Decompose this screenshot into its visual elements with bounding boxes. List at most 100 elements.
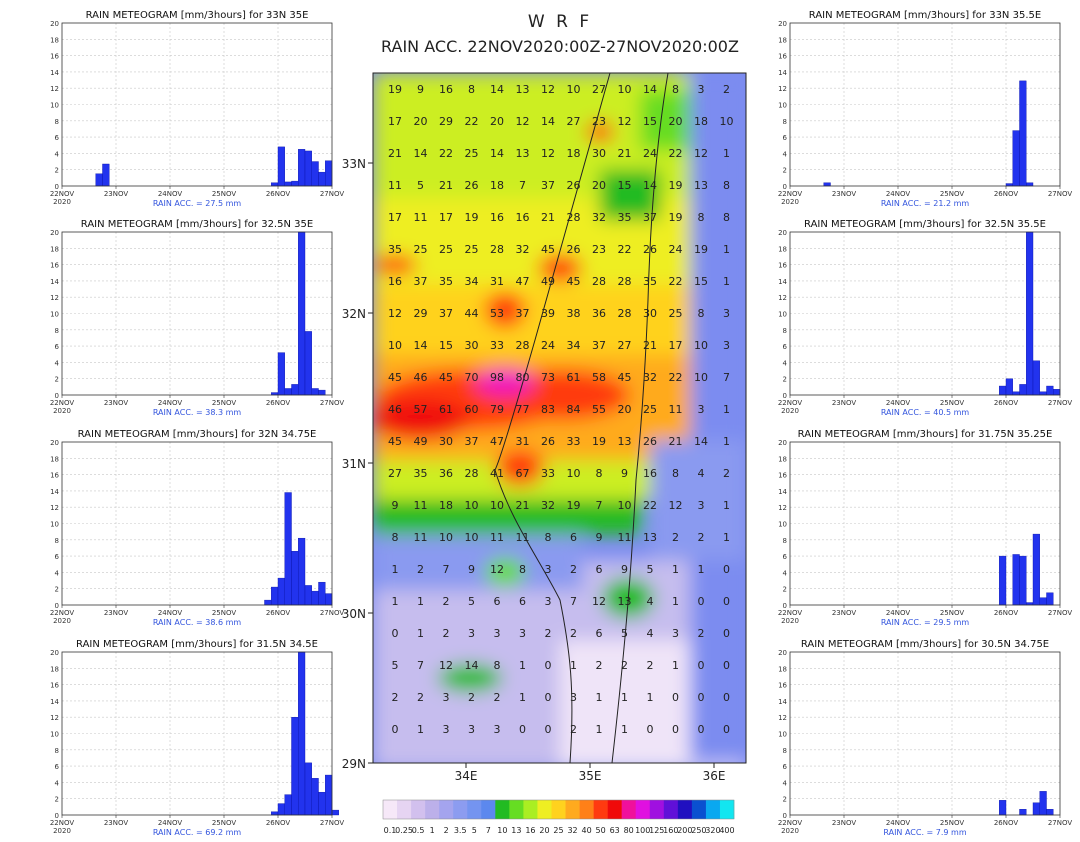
map-grid-value: 13 (618, 435, 632, 448)
map-grid-value: 5 (621, 627, 628, 640)
panel-xtick-label: 25NOV (212, 190, 237, 198)
panel-ytick-label: 14 (778, 698, 787, 706)
panel-xtick-label: 23NOV (832, 399, 857, 407)
map-grid-value: 3 (494, 627, 501, 640)
panel-ytick-label: 18 (778, 245, 787, 253)
coastline (494, 73, 611, 763)
map-grid-value: 10 (694, 339, 708, 352)
map-grid-value: 12 (439, 659, 453, 672)
panel-xtick-label: 24NOV (158, 609, 183, 617)
map-grid-value: 67 (516, 467, 530, 480)
map-grid-value: 1 (519, 691, 526, 704)
map-grid-value: 1 (570, 659, 577, 672)
rain-bar (1019, 384, 1027, 396)
colorbar-swatch (705, 800, 721, 819)
map-grid-value: 3 (468, 627, 475, 640)
map-grid-value: 25 (439, 243, 453, 256)
colorbar-swatch (621, 800, 637, 819)
map-grid-value: 12 (694, 147, 708, 160)
meteogram-panel-p1: RAIN METEOGRAM [mm/3hours] for 33N 35E 0 2… (50, 10, 345, 208)
map-grid-value: 4 (647, 627, 654, 640)
map-grid-value: 28 (516, 339, 530, 352)
panel-ytick-label: 18 (50, 36, 59, 44)
map-grid-value: 6 (519, 595, 526, 608)
map-grid-value: 39 (541, 307, 555, 320)
map-grid-value: 1 (723, 499, 730, 512)
panel-ytick-label: 0 (55, 392, 59, 400)
map-grid-value: 21 (516, 499, 530, 512)
panel-xtick-year: 2020 (781, 198, 799, 206)
colorbar-swatch (537, 800, 552, 819)
panel-title: RAIN METEOGRAM [mm/3hours] for 33N 35E (86, 10, 309, 21)
map-grid-value: 21 (618, 147, 632, 160)
map-grid-value: 32 (541, 499, 555, 512)
rain-bar (311, 388, 319, 396)
map-grid-value: 3 (698, 403, 705, 416)
rain-bar (311, 161, 319, 187)
panel-ytick-label: 0 (55, 812, 59, 820)
map-grid-value: 11 (414, 499, 428, 512)
panel-ytick-label: 14 (778, 278, 787, 286)
colorbar-label: 250 (691, 826, 706, 835)
map-grid-value: 11 (516, 531, 530, 544)
map-grid-value: 3 (723, 307, 730, 320)
panel-xtick-label: 22NOV (778, 399, 803, 407)
map-grid-value: 53 (490, 307, 504, 320)
colorbar-swatch (635, 800, 651, 819)
map-grid-value: 37 (516, 307, 530, 320)
map-grid-value: 19 (465, 211, 479, 224)
panel-ytick-label: 8 (783, 537, 787, 545)
map-grid-value: 8 (672, 467, 679, 480)
map-grid-value: 28 (490, 243, 504, 256)
panel-ytick-label: 10 (778, 311, 787, 319)
map-grid-value: 4 (647, 595, 654, 608)
panel-xtick-label: 26NOV (266, 819, 291, 827)
colorbar-swatch (383, 800, 398, 819)
rain-bar (271, 586, 279, 606)
rain-bar (1005, 378, 1013, 396)
colorbar-swatch (467, 800, 482, 819)
panel-xtick-label: 27NOV (320, 819, 345, 827)
map-grid-value: 14 (490, 83, 504, 96)
rain-bar (331, 809, 339, 816)
map-grid-value: 11 (618, 531, 632, 544)
panel-xtick-label: 25NOV (212, 609, 237, 617)
colorbar-label: 160 (663, 826, 678, 835)
map-grid-value: 0 (672, 691, 679, 704)
map-grid-value: 61 (567, 371, 581, 384)
map-grid-value: 21 (388, 147, 402, 160)
map-grid-value: 0 (698, 691, 705, 704)
map-grid-value: 8 (698, 307, 705, 320)
panel-ytick-label: 6 (783, 343, 788, 351)
panel-ytick-label: 0 (55, 183, 59, 191)
map-grid-value: 37 (592, 339, 606, 352)
panel-ytick-label: 12 (50, 714, 59, 722)
panel-rain-acc: RAIN ACC. = 27.5 mm (153, 199, 242, 208)
rain-bar (1032, 533, 1040, 606)
panel-ytick-label: 14 (50, 69, 59, 77)
map-grid-value: 12 (541, 147, 555, 160)
colorbar-label: 32 (567, 826, 577, 835)
map-grid-value: 1 (621, 691, 628, 704)
panel-xtick-label: 25NOV (940, 819, 965, 827)
map-grid-value: 31 (516, 435, 530, 448)
map-grid-value: 1 (698, 563, 705, 576)
map-grid-value: 5 (392, 659, 399, 672)
map-grid-value: 9 (621, 467, 628, 480)
colorbar-label: 3.5 (454, 826, 467, 835)
map-grid-value: 1 (723, 147, 730, 160)
map-grid-value: 0 (392, 627, 399, 640)
map-grid-value: 12 (388, 307, 402, 320)
panel-ytick-label: 18 (50, 455, 59, 463)
rain-bar (1019, 80, 1027, 187)
rain-bar (298, 149, 306, 187)
panel-title: RAIN METEOGRAM [mm/3hours] for 32.5N 35.… (804, 219, 1046, 230)
colorbar-swatch (411, 800, 426, 819)
map-grid-value: 0 (723, 691, 730, 704)
colorbar-label: 0.5 (412, 826, 425, 835)
panel-xtick-label: 23NOV (104, 609, 129, 617)
colorbar-swatch (579, 800, 594, 819)
map-grid-value: 8 (494, 659, 501, 672)
panel-frame (789, 651, 1061, 816)
rain-bar (284, 388, 292, 396)
